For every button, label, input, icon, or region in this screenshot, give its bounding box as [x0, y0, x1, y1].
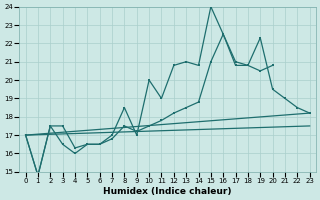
X-axis label: Humidex (Indice chaleur): Humidex (Indice chaleur)	[103, 187, 232, 196]
